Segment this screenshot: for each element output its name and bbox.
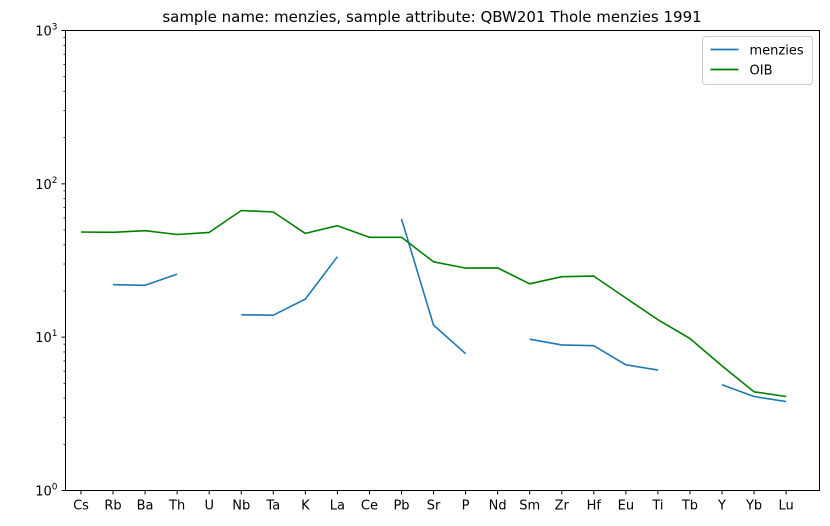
series-oib <box>80 209 787 398</box>
x-tick-label: Y <box>717 499 726 514</box>
chart-title: sample name: menzies, sample attribute: … <box>162 8 701 26</box>
x-tick-label: Rb <box>104 499 121 514</box>
series-layer <box>80 209 787 403</box>
x-tick-label: Ta <box>265 499 280 514</box>
legend-box <box>702 36 813 85</box>
legend-label-oib: OIB <box>750 64 773 79</box>
x-tick-label: P <box>462 499 470 514</box>
x-tick-label: Ba <box>137 499 154 514</box>
x-tick-label: Hf <box>587 499 602 514</box>
x-tick-label: Th <box>168 499 185 514</box>
x-tick-label: K <box>301 499 310 514</box>
x-tick-label: Nb <box>232 499 250 514</box>
x-tick-label: Zr <box>555 499 570 514</box>
x-tick-label: Cs <box>73 499 89 514</box>
legend-label-menzies: menzies <box>750 44 804 59</box>
legend: menzies OIB <box>702 36 813 85</box>
plot-area-frame <box>65 30 820 491</box>
x-tick-label: Ti <box>651 499 663 514</box>
series-line-oib-1 <box>80 209 787 398</box>
y-tick-label: 102 <box>35 176 57 193</box>
series-line-menzies-1 <box>112 273 178 287</box>
y-tick-label: 100 <box>35 483 58 500</box>
y-tick-label: 101 <box>35 329 57 346</box>
y-tick-label: 103 <box>35 23 57 40</box>
x-tick-label: Sr <box>427 499 441 514</box>
series-menzies <box>112 218 787 403</box>
x-axis: Cs Rb Ba Th U Nb Ta K La Ce Pb Sr P Nd Sm Zr Hf Eu Ti Tb Y Yb… <box>73 490 794 514</box>
x-tick-label: Sm <box>519 499 540 514</box>
series-line-menzies-3 <box>400 218 467 355</box>
x-tick-label: Tb <box>681 499 698 514</box>
x-tick-label: U <box>204 499 214 514</box>
x-tick-label: La <box>330 499 345 514</box>
series-line-menzies-5 <box>721 383 787 403</box>
series-line-menzies-2 <box>241 256 339 317</box>
series-line-menzies-4 <box>529 338 659 371</box>
x-tick-label: Nd <box>489 499 507 514</box>
x-tick-label: Ce <box>361 499 378 514</box>
y-axis: 100 101 102 103 <box>35 23 66 500</box>
x-tick-label: Yb <box>745 499 762 514</box>
x-tick-label: Eu <box>618 499 634 514</box>
x-tick-label: Pb <box>393 499 409 514</box>
x-tick-label: Lu <box>778 499 793 514</box>
